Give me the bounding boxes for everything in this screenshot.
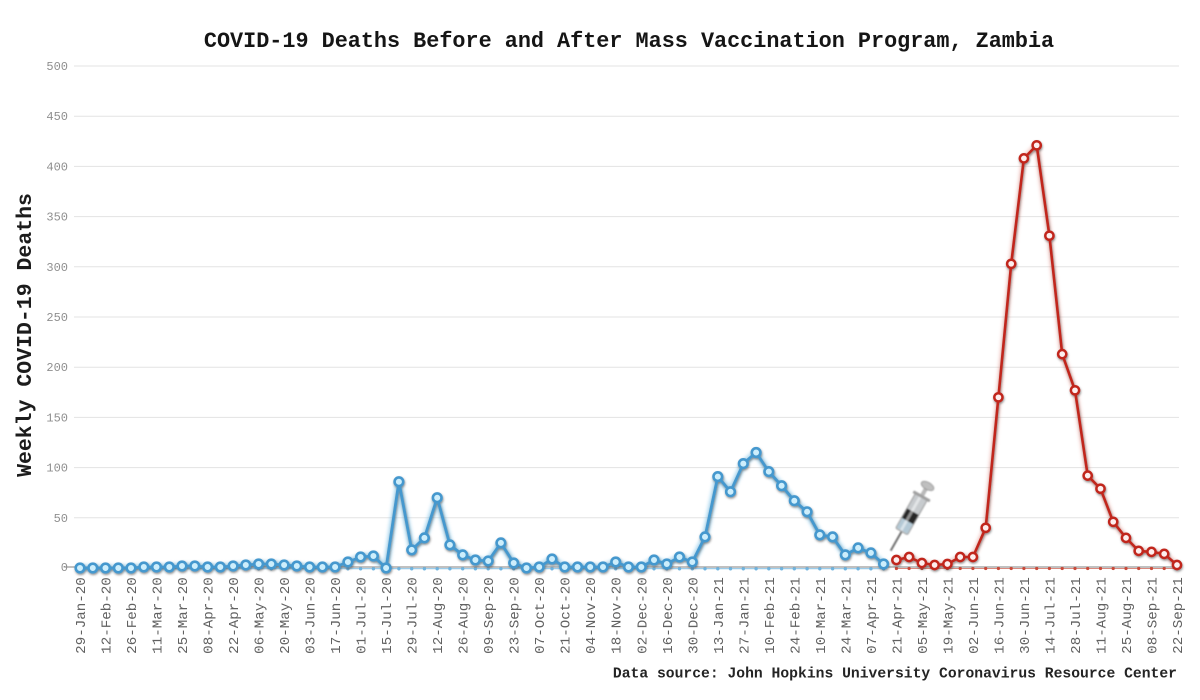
svg-text:250: 250 [46, 311, 68, 325]
svg-text:18-Nov-20: 18-Nov-20 [610, 577, 626, 654]
svg-text:11-Aug-21: 11-Aug-21 [1095, 577, 1111, 654]
svg-text:30-Jun-21: 30-Jun-21 [1018, 577, 1034, 654]
svg-text:16-Dec-20: 16-Dec-20 [661, 577, 677, 654]
svg-text:300: 300 [46, 261, 68, 275]
svg-text:Weekly COVID-19 Deaths: Weekly COVID-19 Deaths [14, 193, 38, 477]
svg-text:27-Jan-21: 27-Jan-21 [737, 577, 753, 654]
svg-text:25-Aug-21: 25-Aug-21 [1120, 577, 1136, 654]
svg-text:06-May-20: 06-May-20 [253, 577, 269, 654]
svg-text:07-Apr-21: 07-Apr-21 [865, 577, 881, 654]
svg-text:Data source: John Hopkins Univ: Data source: John Hopkins University Cor… [613, 667, 1177, 683]
svg-text:01-Jul-20: 01-Jul-20 [355, 577, 371, 654]
svg-text:22-Sep-21: 22-Sep-21 [1171, 577, 1187, 654]
svg-text:08-Apr-20: 08-Apr-20 [202, 577, 218, 654]
svg-text:29-Jul-20: 29-Jul-20 [406, 577, 422, 654]
svg-text:12-Aug-20: 12-Aug-20 [431, 577, 447, 654]
svg-text:22-Apr-20: 22-Apr-20 [227, 577, 243, 654]
svg-text:12-Feb-20: 12-Feb-20 [100, 577, 116, 654]
svg-text:02-Dec-20: 02-Dec-20 [635, 577, 651, 654]
svg-text:15-Jul-20: 15-Jul-20 [380, 577, 396, 654]
svg-text:400: 400 [46, 160, 68, 174]
svg-text:20-May-20: 20-May-20 [278, 577, 294, 654]
svg-text:28-Jul-21: 28-Jul-21 [1069, 577, 1085, 654]
svg-text:10-Feb-21: 10-Feb-21 [763, 577, 779, 654]
svg-text:19-May-21: 19-May-21 [941, 577, 957, 654]
svg-text:100: 100 [46, 462, 68, 476]
svg-text:24-Feb-21: 24-Feb-21 [788, 577, 804, 654]
svg-text:03-Jun-20: 03-Jun-20 [304, 577, 320, 654]
svg-text:21-Apr-21: 21-Apr-21 [890, 577, 906, 654]
svg-text:COVID-19 Deaths Before and Aft: COVID-19 Deaths Before and After Mass Va… [204, 29, 1054, 54]
svg-text:17-Jun-20: 17-Jun-20 [329, 577, 345, 654]
svg-text:450: 450 [46, 110, 68, 124]
svg-text:24-Mar-21: 24-Mar-21 [839, 577, 855, 654]
svg-text:11-Mar-20: 11-Mar-20 [151, 577, 167, 654]
svg-text:14-Jul-21: 14-Jul-21 [1043, 577, 1059, 654]
svg-text:30-Dec-20: 30-Dec-20 [686, 577, 702, 654]
svg-text:09-Sep-20: 09-Sep-20 [482, 577, 498, 654]
svg-text:23-Sep-20: 23-Sep-20 [508, 577, 524, 654]
svg-text:10-Mar-21: 10-Mar-21 [814, 577, 830, 654]
svg-text:29-Jan-20: 29-Jan-20 [74, 577, 90, 654]
svg-text:07-Oct-20: 07-Oct-20 [533, 577, 549, 654]
svg-text:25-Mar-20: 25-Mar-20 [176, 577, 192, 654]
svg-text:350: 350 [46, 211, 68, 225]
svg-text:150: 150 [46, 411, 68, 425]
svg-text:02-Jun-21: 02-Jun-21 [967, 577, 983, 654]
svg-text:500: 500 [46, 60, 68, 74]
svg-text:16-Jun-21: 16-Jun-21 [992, 577, 1008, 654]
svg-text:21-Oct-20: 21-Oct-20 [559, 577, 575, 654]
svg-text:26-Aug-20: 26-Aug-20 [457, 577, 473, 654]
svg-text:04-Nov-20: 04-Nov-20 [584, 577, 600, 654]
svg-text:50: 50 [54, 512, 68, 526]
svg-text:13-Jan-21: 13-Jan-21 [712, 577, 728, 654]
svg-text:08-Sep-21: 08-Sep-21 [1146, 577, 1162, 654]
svg-text:0: 0 [61, 561, 68, 575]
svg-text:05-May-21: 05-May-21 [916, 577, 932, 654]
svg-text:26-Feb-20: 26-Feb-20 [125, 577, 141, 654]
svg-text:200: 200 [46, 361, 68, 375]
